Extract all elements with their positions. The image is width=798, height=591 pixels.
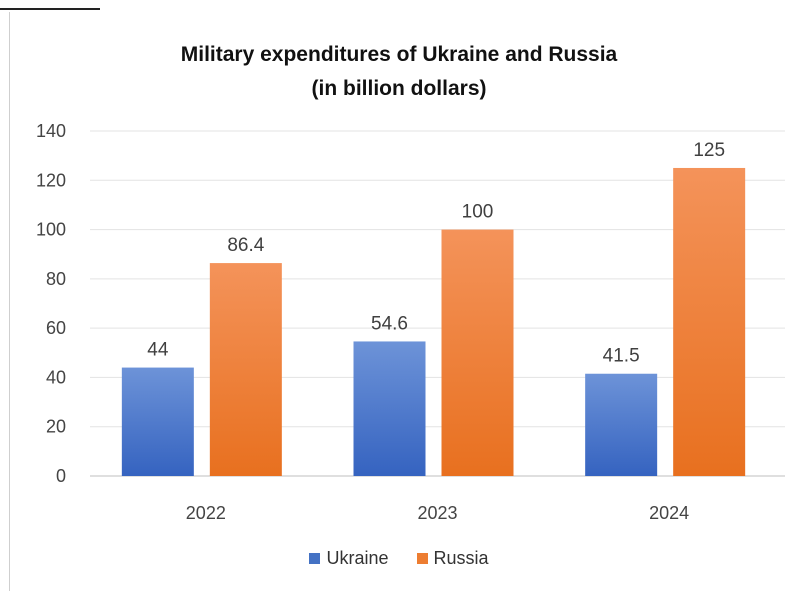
legend: Ukraine Russia bbox=[0, 548, 798, 569]
y-tick-label: 60 bbox=[46, 318, 66, 338]
chart-title-block: Military expenditures of Ukraine and Rus… bbox=[0, 38, 798, 106]
frame-left-border bbox=[9, 12, 10, 591]
x-tick-label: 2024 bbox=[649, 503, 689, 523]
legend-label-ukraine: Ukraine bbox=[326, 548, 389, 568]
y-tick-label: 80 bbox=[46, 269, 66, 289]
bar-russia-2022 bbox=[209, 263, 282, 476]
data-label: 86.4 bbox=[227, 235, 264, 256]
legend-label-russia: Russia bbox=[433, 548, 489, 568]
frame-top-border bbox=[0, 0, 100, 10]
data-label: 54.6 bbox=[371, 313, 408, 334]
bar-ukraine-2023 bbox=[353, 341, 426, 476]
bar-ukraine-2022 bbox=[121, 367, 194, 476]
chart-title: Military expenditures of Ukraine and Rus… bbox=[180, 43, 618, 66]
legend-item-russia: Russia bbox=[416, 548, 489, 569]
y-tick-label: 40 bbox=[46, 367, 66, 387]
bar-ukraine-2024 bbox=[585, 373, 658, 476]
data-label: 41.5 bbox=[603, 346, 640, 367]
legend-swatch-russia bbox=[416, 553, 428, 564]
data-label: 100 bbox=[462, 202, 494, 223]
chart-subtitle: (in billion dollars) bbox=[311, 77, 487, 100]
x-tick-label: 2022 bbox=[186, 503, 226, 523]
y-tick-label: 0 bbox=[56, 466, 66, 486]
y-tick-label: 140 bbox=[36, 121, 66, 141]
legend-item-ukraine: Ukraine bbox=[309, 548, 389, 569]
data-label: 44 bbox=[147, 340, 169, 361]
legend-swatch-ukraine bbox=[309, 553, 321, 564]
x-tick-label: 2023 bbox=[417, 503, 457, 523]
y-tick-label: 100 bbox=[36, 220, 66, 240]
data-label: 125 bbox=[693, 140, 725, 161]
y-tick-label: 120 bbox=[36, 170, 66, 190]
y-tick-label: 20 bbox=[46, 417, 66, 437]
bar-russia-2024 bbox=[673, 167, 746, 476]
bar-russia-2023 bbox=[441, 229, 514, 476]
